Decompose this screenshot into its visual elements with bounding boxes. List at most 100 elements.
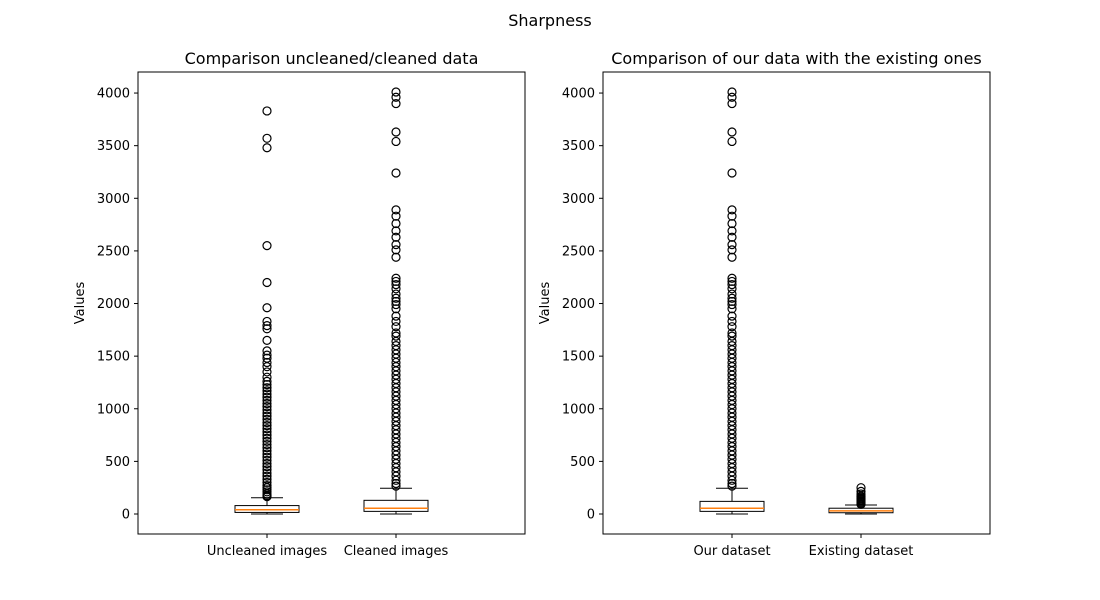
outlier-point: [391, 289, 401, 299]
outlier-point: [727, 92, 737, 102]
outlier-point: [727, 471, 737, 481]
outlier-point: [727, 289, 737, 299]
outlier-point: [727, 245, 737, 255]
outlier-point: [262, 471, 272, 481]
outlier-point: [727, 276, 737, 287]
box-1: Existing dataset: [809, 483, 913, 559]
outlier-point: [262, 424, 272, 434]
outlier-point: [262, 362, 272, 372]
box-body: [234, 505, 300, 513]
outlier-point: [391, 92, 401, 102]
outlier-point: [262, 405, 272, 415]
y-tick-label: 2000: [97, 297, 130, 312]
outlier-point: [262, 389, 272, 399]
outlier-point: [262, 411, 272, 421]
outlier-point: [727, 475, 737, 485]
x-tick-label: Our dataset: [693, 544, 770, 559]
outlier-point: [391, 293, 401, 303]
outlier-point: [391, 296, 401, 307]
outlier-point: [727, 273, 737, 283]
y-tick-label: 3000: [97, 192, 130, 207]
outlier-point: [391, 273, 401, 283]
subplot-title: Comparison of our data with the existing…: [611, 49, 982, 68]
outlier-point: [262, 324, 272, 334]
outlier-point: [262, 321, 272, 331]
boxes: Uncleaned images Cleaned images: [207, 87, 448, 559]
box-body: [699, 500, 765, 512]
outlier-point: [262, 357, 272, 368]
outlier-point: [262, 395, 272, 405]
outlier-point: [727, 331, 737, 341]
outlier-point: [391, 331, 401, 341]
outlier-point: [262, 303, 272, 313]
outlier-point: [262, 414, 272, 424]
outlier-point: [391, 276, 401, 287]
outlier-point: [262, 452, 272, 462]
outlier-point: [262, 106, 272, 116]
outlier-point: [727, 205, 737, 215]
outlier-point: [391, 304, 401, 314]
outlier-point: [262, 143, 272, 153]
outlier-point: [262, 379, 272, 390]
y-axis-label: Values: [538, 282, 553, 325]
boxes: Our dataset Existing dataset: [693, 87, 913, 559]
outlier-point: [391, 205, 401, 215]
box-0: Uncleaned images: [207, 106, 328, 559]
outlier-point: [727, 252, 737, 262]
outlier-point: [262, 436, 272, 446]
outlier-point: [727, 284, 737, 294]
y-tick-label: 2000: [562, 297, 595, 312]
y-tick-label: 4000: [97, 87, 130, 102]
x-tick-label: Uncleaned images: [207, 544, 328, 559]
outlier-point: [262, 468, 272, 478]
outlier-point: [391, 299, 401, 310]
outlier-point: [262, 408, 272, 418]
outlier-point: [727, 296, 737, 307]
y-tick-label: 2500: [562, 244, 595, 259]
plot-frame: [602, 71, 991, 535]
y-tick-label: 0: [122, 508, 130, 523]
outlier-point: [391, 226, 401, 236]
box-1: Cleaned images: [344, 87, 448, 559]
outlier-point: [727, 481, 737, 491]
outlier-point: [262, 372, 272, 382]
outlier-point: [727, 299, 737, 310]
suptitle: Sharpness: [508, 11, 592, 30]
outlier-point: [727, 218, 737, 229]
outlier-point: [262, 430, 272, 440]
y-tick-label: 500: [105, 455, 130, 470]
outlier-point: [391, 316, 401, 327]
y-tick-label: 4000: [562, 87, 595, 102]
subplot-title: Comparison uncleaned/cleaned data: [185, 49, 479, 68]
outlier-point: [262, 350, 272, 360]
box-0: Our dataset: [693, 87, 771, 559]
outlier-point: [262, 465, 272, 475]
outlier-point: [727, 316, 737, 327]
outlier-point: [727, 478, 737, 489]
outlier-point: [262, 367, 272, 377]
outlier-point: [262, 376, 272, 387]
outlier-point: [262, 458, 272, 469]
outlier-point: [727, 226, 737, 236]
outlier-point: [727, 232, 737, 242]
outlier-point: [727, 311, 737, 321]
outlier-point: [262, 462, 272, 472]
outlier-point: [262, 402, 272, 412]
outlier-point: [262, 492, 272, 502]
outlier-point: [262, 439, 272, 450]
outlier-point: [391, 279, 401, 290]
subplot-left: Comparison uncleaned/cleaned data Values…: [73, 49, 526, 559]
outlier-point: [727, 304, 737, 314]
box-body: [363, 499, 429, 512]
outlier-point: [727, 279, 737, 290]
outlier-point: [391, 239, 401, 250]
outlier-point: [262, 443, 272, 453]
outlier-point: [727, 87, 737, 97]
y-tick-label: 1000: [562, 402, 595, 417]
outlier-point: [391, 232, 401, 242]
outlier-point: [391, 311, 401, 321]
outlier-point: [262, 277, 272, 288]
outlier-point: [262, 241, 272, 251]
